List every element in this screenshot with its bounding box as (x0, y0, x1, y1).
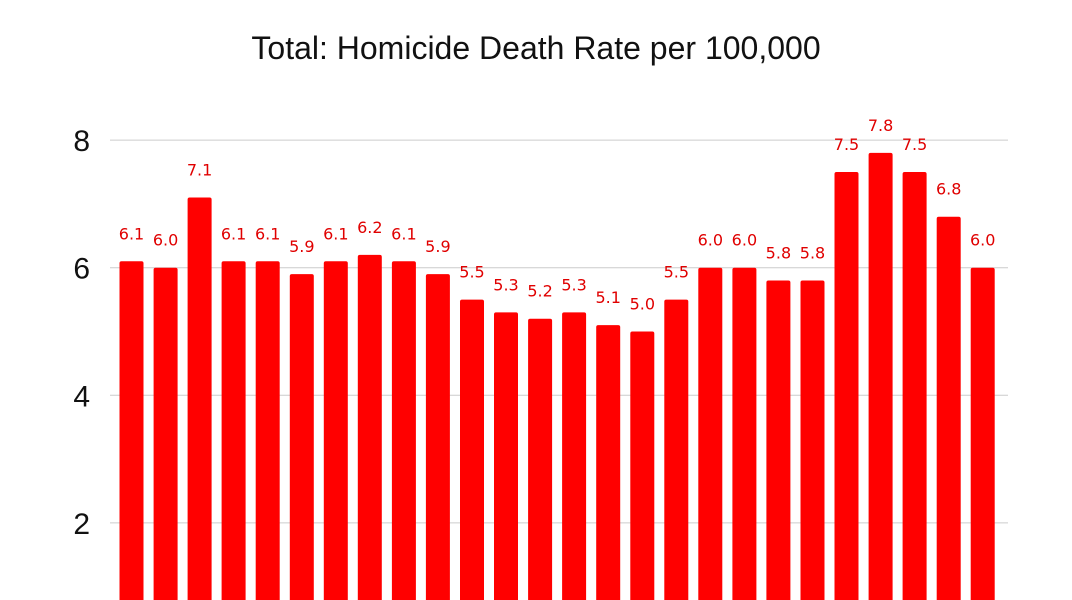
data-label: 6.0 (970, 231, 995, 250)
data-label: 7.5 (902, 135, 927, 154)
bar (153, 267, 178, 600)
bar (391, 261, 416, 600)
y-tick-label: 8 (73, 125, 90, 158)
bar (800, 280, 825, 600)
bar (494, 312, 518, 600)
data-label: 6.0 (153, 231, 178, 250)
y-tick-label: 6 (73, 253, 90, 286)
bar (562, 312, 587, 600)
bar (528, 318, 553, 600)
data-label: 5.0 (630, 295, 655, 314)
bar (766, 280, 791, 600)
data-label: 6.0 (698, 231, 723, 250)
data-label: 6.1 (119, 224, 144, 243)
data-labels: 6.1 6.0 7.1 6.1 6.1 5.9 6.1 6.2 6.1 5.9 5.5 5.3 5.2 5… (119, 116, 996, 314)
data-label: 5.8 (766, 244, 791, 263)
data-label: 7.8 (868, 116, 893, 135)
bar (323, 261, 348, 600)
bar (970, 267, 995, 600)
bar (119, 261, 144, 600)
data-label: 5.5 (664, 263, 689, 282)
y-tick-label: 4 (73, 380, 90, 413)
data-label: 7.1 (187, 161, 212, 180)
data-label: 5.3 (561, 275, 586, 294)
bars (119, 152, 995, 600)
data-label: 6.1 (255, 224, 280, 243)
data-label: 6.8 (936, 180, 961, 199)
bar (630, 331, 655, 600)
bar (664, 299, 689, 600)
bar (187, 197, 212, 600)
bar (460, 299, 484, 600)
data-label: 5.8 (800, 244, 825, 263)
data-label: 5.2 (527, 282, 552, 301)
bar (868, 152, 893, 600)
data-label: 5.9 (289, 237, 314, 256)
data-label: 5.1 (595, 288, 620, 307)
bar (289, 274, 314, 600)
data-label: 7.5 (834, 135, 859, 154)
bar (221, 261, 246, 600)
bar (425, 274, 450, 600)
data-label: 6.1 (221, 224, 246, 243)
bar (936, 216, 961, 600)
data-label: 6.1 (391, 224, 416, 243)
data-label: 6.0 (732, 231, 757, 250)
bar (698, 267, 723, 600)
y-tick-label: 2 (73, 508, 90, 541)
data-label: 6.2 (357, 218, 382, 237)
data-label: 5.5 (459, 263, 484, 282)
bar (732, 267, 757, 600)
y-axis-ticks: 2 4 6 8 (73, 125, 90, 541)
data-label: 6.1 (323, 224, 348, 243)
bar (255, 261, 280, 600)
chart-title: Total: Homicide Death Rate per 100,000 (251, 30, 821, 66)
bar (596, 325, 621, 600)
bar (357, 254, 382, 600)
bar (902, 172, 927, 600)
bar (834, 172, 859, 600)
data-label: 5.3 (493, 275, 518, 294)
data-label: 5.9 (425, 237, 450, 256)
